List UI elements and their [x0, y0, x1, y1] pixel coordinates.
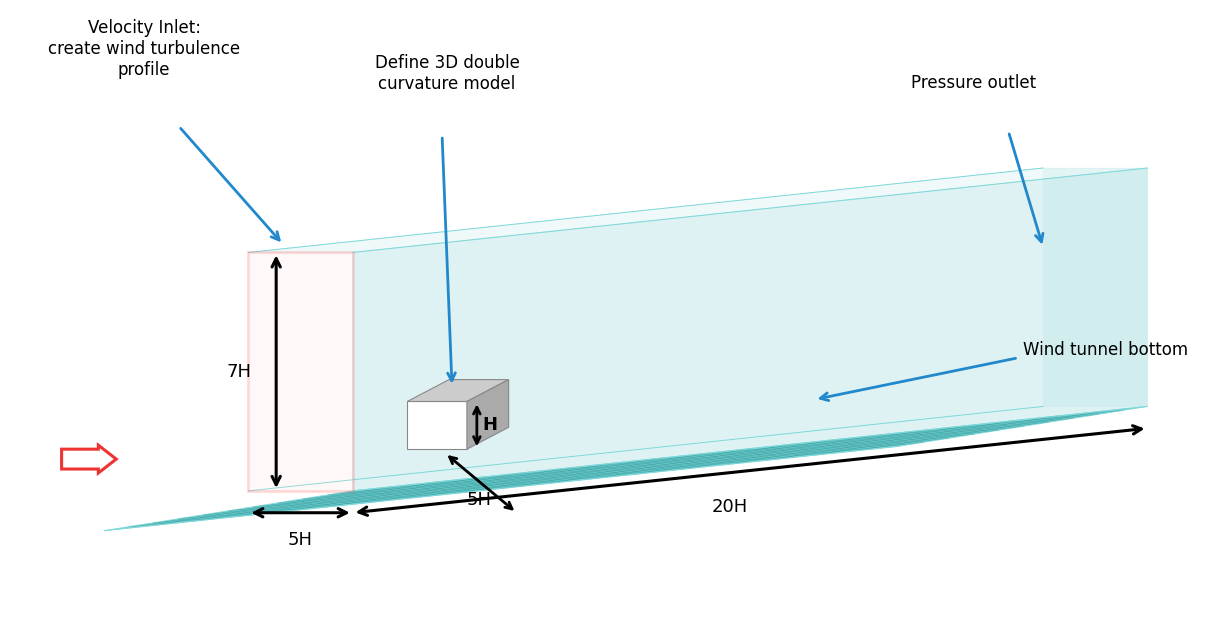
Text: H: H: [483, 416, 498, 434]
Polygon shape: [248, 168, 1148, 252]
Text: Wind tunnel bottom: Wind tunnel bottom: [1023, 341, 1188, 359]
Polygon shape: [248, 252, 353, 491]
Polygon shape: [407, 401, 467, 449]
Polygon shape: [1043, 168, 1148, 406]
Text: Define 3D double
curvature model: Define 3D double curvature model: [375, 54, 519, 92]
Text: Velocity Inlet:
create wind turbulence
profile: Velocity Inlet: create wind turbulence p…: [48, 19, 240, 78]
Text: 20H: 20H: [712, 498, 748, 516]
Text: 7H: 7H: [226, 363, 251, 381]
Polygon shape: [407, 379, 509, 401]
Polygon shape: [353, 168, 1148, 491]
Text: Pressure outlet: Pressure outlet: [911, 74, 1036, 92]
Text: 5H: 5H: [288, 531, 312, 549]
Polygon shape: [467, 379, 509, 449]
Text: 5H: 5H: [467, 491, 492, 509]
Polygon shape: [105, 406, 1148, 531]
